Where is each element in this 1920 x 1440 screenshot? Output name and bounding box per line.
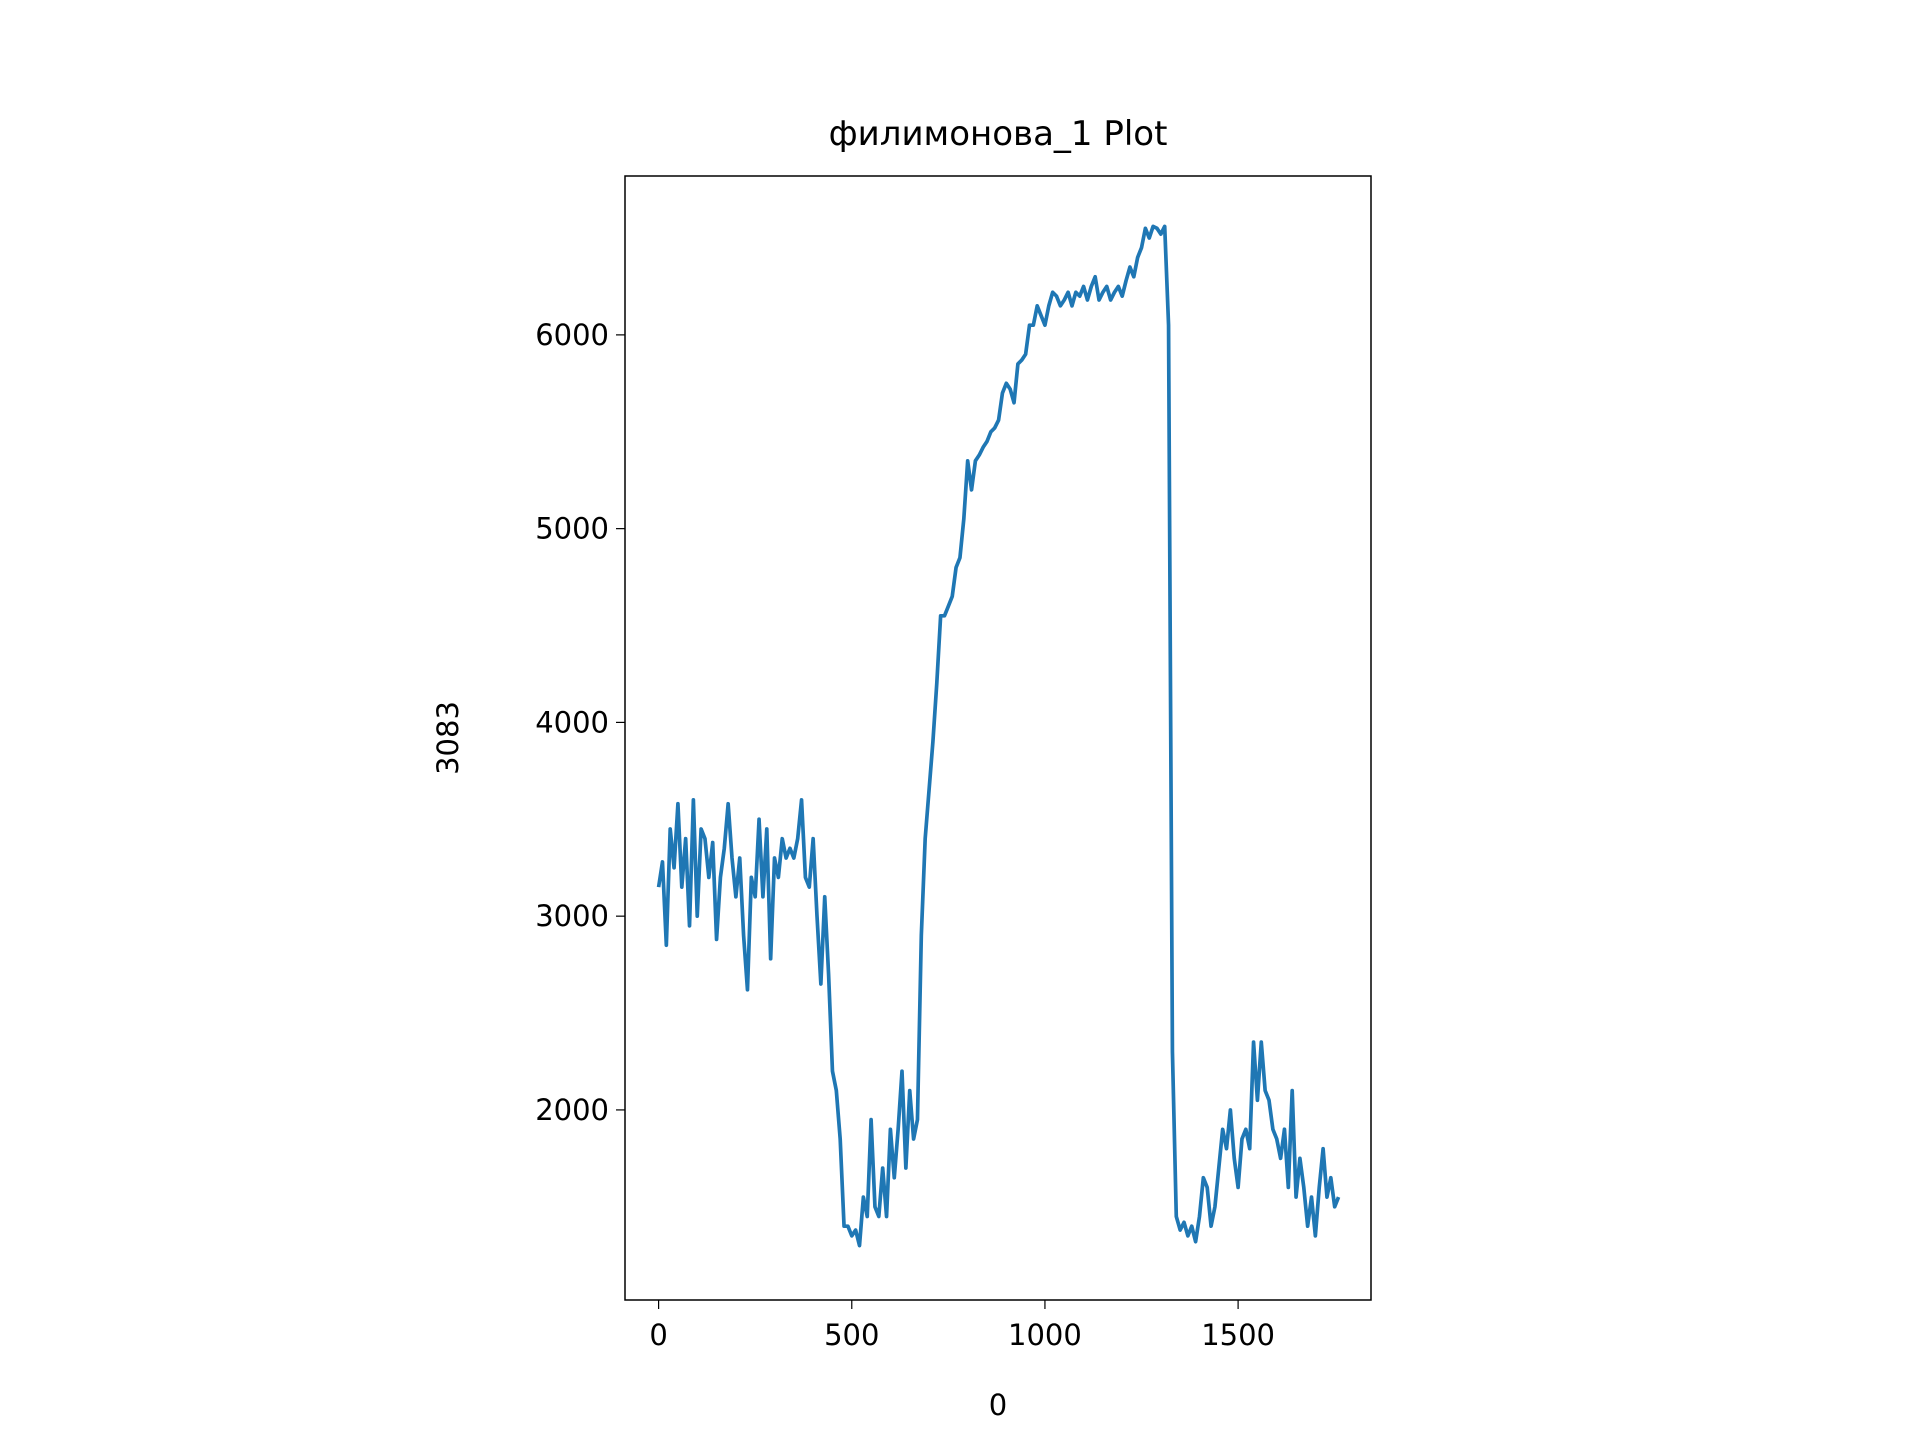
x-tick-label: 1500 [1201, 1318, 1275, 1352]
y-axis-label: 3083 [431, 701, 465, 775]
plot-frame [624, 175, 1372, 1301]
y-tick-label: 5000 [535, 512, 609, 546]
y-tick-label: 6000 [535, 318, 609, 352]
x-tick-label: 500 [824, 1318, 879, 1352]
y-tick-label: 4000 [535, 705, 609, 739]
chart-title: филимонова_1 Plot [829, 114, 1168, 154]
x-tick-label: 1000 [1008, 1318, 1082, 1352]
y-tick-label: 3000 [535, 899, 609, 933]
x-tick-label: 0 [649, 1318, 667, 1352]
x-axis-label: 0 [989, 1388, 1007, 1422]
y-tick-label: 2000 [535, 1093, 609, 1127]
line-series [656, 224, 1341, 1248]
